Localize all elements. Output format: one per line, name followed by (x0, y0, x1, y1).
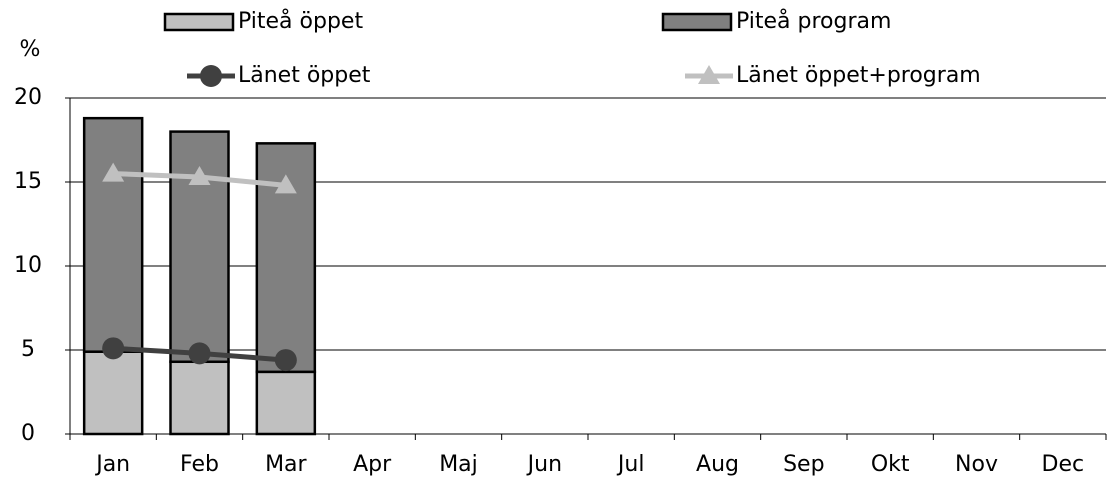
x-tick-label: Maj (439, 452, 478, 477)
x-tick-label: Okt (871, 452, 910, 477)
y-axis-label: % (20, 37, 41, 62)
marker (102, 162, 125, 182)
x-tick-label: Jun (526, 452, 562, 477)
bar (82, 350, 144, 436)
marker (188, 165, 211, 185)
x-tick-label: Apr (353, 452, 392, 477)
legend-swatch (163, 12, 235, 32)
y-tick-label: 20 (14, 85, 42, 110)
legend-label: Piteå program (736, 8, 891, 34)
marker (274, 349, 297, 372)
bar (255, 370, 317, 436)
legend-marker (200, 65, 222, 87)
y-tick-label: 0 (21, 421, 35, 446)
marker (274, 174, 297, 194)
y-tick-label: 5 (21, 337, 35, 362)
x-tick-label: Aug (696, 452, 739, 477)
x-tick-label: Mar (265, 452, 307, 477)
x-tick-label: Jul (616, 452, 645, 477)
legend-label: Piteå öppet (238, 8, 363, 34)
x-tick-label: Dec (1042, 452, 1085, 477)
legend-label: Länet öppet+program (736, 63, 981, 88)
marker (188, 342, 211, 365)
bar (169, 360, 230, 436)
legend-label: Länet öppet (238, 63, 371, 88)
bar (82, 116, 144, 353)
x-tick-label: Nov (955, 452, 998, 477)
marker (102, 337, 125, 360)
legend-swatch (661, 12, 733, 32)
legend-marker (698, 65, 720, 84)
y-tick-label: 10 (14, 253, 42, 278)
y-tick-label: 15 (14, 169, 42, 194)
x-tick-label: Jan (94, 452, 130, 477)
x-tick-label: Feb (180, 452, 219, 477)
x-tick-label: Sep (783, 452, 824, 477)
